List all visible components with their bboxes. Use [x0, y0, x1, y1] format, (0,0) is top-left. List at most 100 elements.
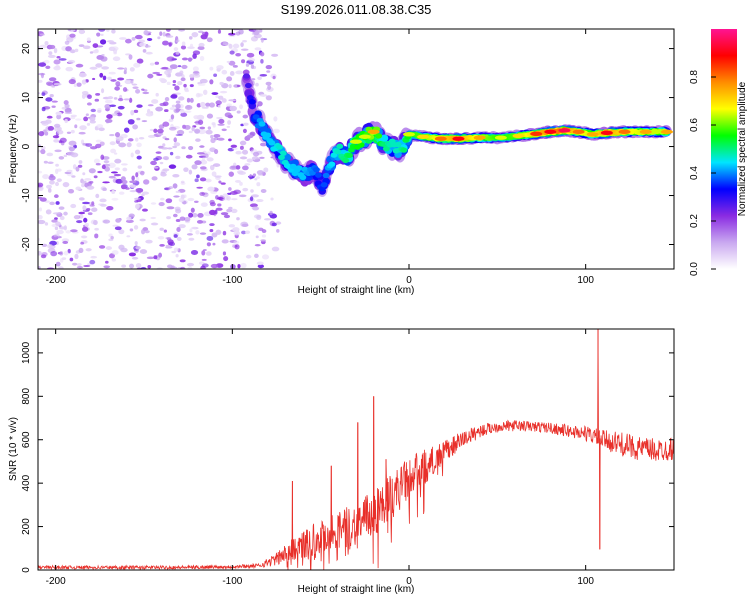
spectrogram-noise-blob [173, 137, 177, 143]
spectrogram-noise-blob [88, 168, 96, 174]
spectrogram-noise-blob [230, 165, 237, 169]
spectrogram-noise-blob [217, 203, 222, 207]
spectrogram-noise-blob [265, 81, 272, 86]
spectrogram-noise-blob [81, 90, 89, 95]
spectrogram-noise-blob [235, 165, 241, 170]
spectrogram-noise-blob [197, 128, 206, 135]
spectrogram-noise-blob [181, 64, 188, 69]
spectrogram-noise-blob [39, 33, 46, 36]
spectrogram-noise-blob [84, 178, 92, 181]
spectrogram-noise-blob [139, 218, 146, 222]
spectrogram-trace-peak [350, 139, 362, 144]
spectrogram-noise-blob [39, 197, 47, 202]
spectrogram-noise-blob [213, 73, 218, 77]
spectrogram-noise-blob [184, 104, 193, 110]
spectrogram-noise-blob [164, 70, 171, 76]
spectrogram-noise-blob [78, 160, 83, 164]
spectrogram-noise-blob [222, 41, 228, 46]
spectrogram-noise-blob [118, 142, 127, 148]
spectrogram-noise-blob [135, 187, 144, 193]
spectrogram-noise-blob [114, 158, 122, 164]
spectrogram-noise-blob [173, 247, 179, 252]
spectrogram-noise-blob [206, 37, 213, 43]
spectrogram-noise-blob [56, 229, 64, 235]
spectrogram-noise-blob [256, 182, 261, 187]
spectrogram-noise-blob [125, 219, 134, 223]
spectrogram-noise-blob [273, 116, 278, 122]
spectrogram-y-ticks: -20 -10 0 10 20 [21, 43, 674, 252]
spectrogram-noise-blob [207, 186, 215, 192]
spectrogram-noise-blob [134, 34, 143, 40]
spectrogram-noise-blob [52, 135, 60, 139]
spectrogram-noise-blob [102, 75, 107, 81]
colorbar-tick-label: 0.0 [689, 262, 700, 276]
spectrogram-trace-peak [358, 134, 371, 139]
spectrogram-noise-blob [239, 140, 247, 146]
spectrogram-noise-blob [201, 31, 209, 36]
spectrogram-noise-blob [154, 61, 160, 65]
spectrogram-noise-blob [212, 242, 216, 246]
spectrogram-noise-blob [90, 108, 96, 113]
spectrogram-noise-blob [170, 114, 175, 120]
spectrogram-noise-blob [249, 203, 258, 208]
spectrogram-noise-blob [39, 207, 43, 212]
spectrogram-noise-blob [97, 170, 103, 174]
spectrogram-noise-blob [209, 79, 214, 85]
spectrogram-noise-blob [259, 51, 265, 57]
spectrogram-noise-blob [50, 251, 58, 257]
spectrogram-noise-blob [228, 224, 236, 228]
spectrogram-noise-blob [131, 175, 135, 181]
spectrogram-noise-blob [45, 65, 51, 70]
spectrogram-noise-blob [44, 200, 50, 203]
spectrogram-noise-blob [226, 196, 231, 201]
spectrogram-noise-blob [188, 169, 193, 175]
spectrogram-noise-blob [129, 228, 134, 232]
spectrogram-noise-blob [260, 58, 264, 64]
spectrogram-trace-cell [248, 99, 256, 105]
spectrogram-noise-blob [215, 229, 222, 235]
spectrogram-noise-blob [242, 149, 249, 155]
spectrogram-noise-blob [45, 97, 53, 102]
spectrogram-noise-blob [76, 263, 82, 266]
spectrogram-noise-blob [276, 229, 280, 233]
spectrogram-noise-blob [82, 201, 90, 205]
spectrogram-noise-blob [220, 182, 226, 185]
spectrogram-noise-blob [222, 251, 227, 256]
spectrogram-noise-blob [199, 145, 205, 148]
spectrogram-noise-blob [123, 98, 130, 101]
spectrogram-noise-blob [140, 170, 145, 176]
spectrogram-noise-blob [102, 219, 111, 224]
spectrogram-noise-blob [149, 128, 154, 132]
spectrogram-noise-blob [188, 145, 194, 151]
spectrogram-noise-blob [221, 69, 228, 75]
spectrogram-noise-blob [106, 114, 113, 119]
spectrogram-noise-blob [256, 261, 264, 266]
spectrogram-noise-blob [178, 96, 185, 101]
spectrogram-noise-blob [189, 43, 194, 48]
spectrogram-noise-blob [106, 40, 114, 43]
spectrogram-trace-peak [660, 129, 673, 135]
spectrogram-noise-blob [94, 233, 99, 239]
spectrogram-noise-blob [49, 93, 54, 98]
spectrogram-noise-blob [169, 151, 174, 156]
spectrogram-noise-blob [244, 163, 251, 166]
spectrogram-noise-blob [179, 108, 185, 114]
spectrogram-noise-blob [205, 251, 212, 256]
spectrogram-noise-blob [227, 120, 232, 125]
spectrogram-noise-blob [151, 99, 159, 104]
spectrogram-noise-blob [41, 106, 46, 112]
spectrogram-noise-blob [271, 222, 277, 227]
spectrogram-noise-blob [44, 40, 49, 46]
spectrogram-noise-blob [216, 65, 224, 70]
spectrogram-noise-blob [46, 152, 54, 157]
spectrogram-noise-blob [242, 114, 249, 119]
spectrogram-noise-blob [133, 225, 139, 230]
spectrogram-noise-blob [164, 186, 171, 191]
spectrogram-noise-blob [99, 72, 104, 78]
spectrogram-noise-blob [150, 202, 157, 205]
spectrogram-noise-blob [221, 128, 227, 132]
spectrogram-noise-blob [48, 77, 57, 82]
spectrogram-noise-blob [86, 102, 92, 106]
spectrogram-noise-blob [114, 226, 122, 231]
spectrogram-noise-blob [231, 198, 238, 201]
